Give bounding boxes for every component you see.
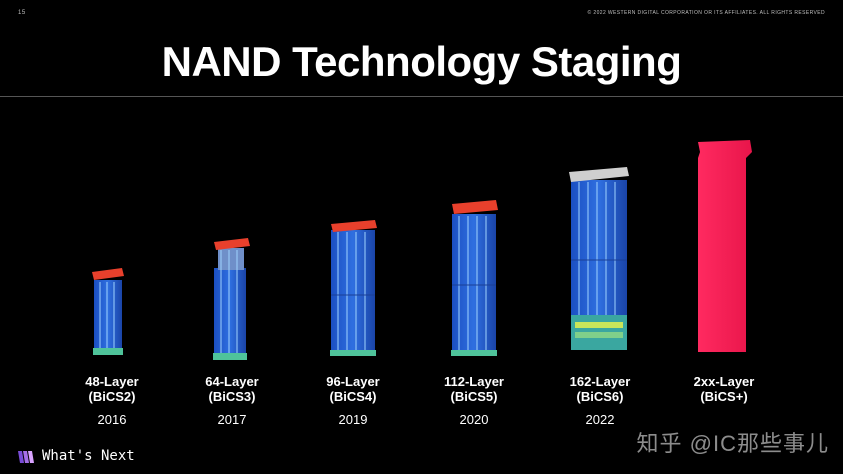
- layer-count: 96-Layer: [326, 374, 380, 389]
- stack-2xx-layer: [698, 140, 752, 352]
- footer-label: What's Next: [42, 448, 135, 464]
- label-162-layer: 162-Layer (BiCS6) 2022: [540, 374, 660, 427]
- bics-name: (BiCS+): [700, 389, 748, 404]
- year: 2016: [97, 412, 127, 427]
- bics-name: (BiCS3): [208, 389, 256, 404]
- layer-count: 64-Layer: [205, 374, 259, 389]
- copyright-notice: © 2022 WESTERN DIGITAL CORPORATION OR IT…: [587, 10, 825, 16]
- bics-name: (BiCS6): [576, 389, 624, 404]
- label-96-layer: 96-Layer (BiCS4) 2019: [293, 374, 413, 427]
- layer-count: 162-Layer: [569, 374, 631, 389]
- layer-count: 48-Layer: [85, 374, 139, 389]
- stack-112-layer: [451, 200, 498, 356]
- label-112-layer: 112-Layer (BiCS5) 2020: [414, 374, 534, 427]
- title-divider: [0, 96, 843, 97]
- year: 2019: [338, 412, 368, 427]
- year: 2017: [217, 412, 247, 427]
- year: 2020: [459, 412, 489, 427]
- slide-title: NAND Technology Staging: [161, 38, 682, 85]
- label-2xx-layer: 2xx-Layer (BiCS+): [664, 374, 784, 412]
- page-number: 15: [18, 10, 26, 16]
- year: 2022: [585, 412, 615, 427]
- what-next-logo-icon: [18, 451, 34, 463]
- layer-count: 112-Layer: [444, 374, 504, 389]
- bics-name: (BiCS5): [450, 389, 498, 404]
- stack-64-layer: [213, 238, 250, 360]
- stack-48-layer: [92, 268, 124, 355]
- nand-stack-illustrations: [92, 140, 752, 360]
- watermark-text: 知乎 @IC那些事儿: [636, 431, 829, 456]
- label-48-layer: 48-Layer (BiCS2) 2016: [52, 374, 172, 427]
- generation-labels: 48-Layer (BiCS2) 2016 64-Layer (BiCS3) 2…: [0, 374, 843, 434]
- stack-162-layer: [569, 167, 629, 350]
- bics-name: (BiCS4): [329, 389, 377, 404]
- stack-96-layer: [330, 220, 377, 356]
- bics-name: (BiCS2): [88, 389, 136, 404]
- layer-count: 2xx-Layer: [693, 374, 755, 389]
- label-64-layer: 64-Layer (BiCS3) 2017: [172, 374, 292, 427]
